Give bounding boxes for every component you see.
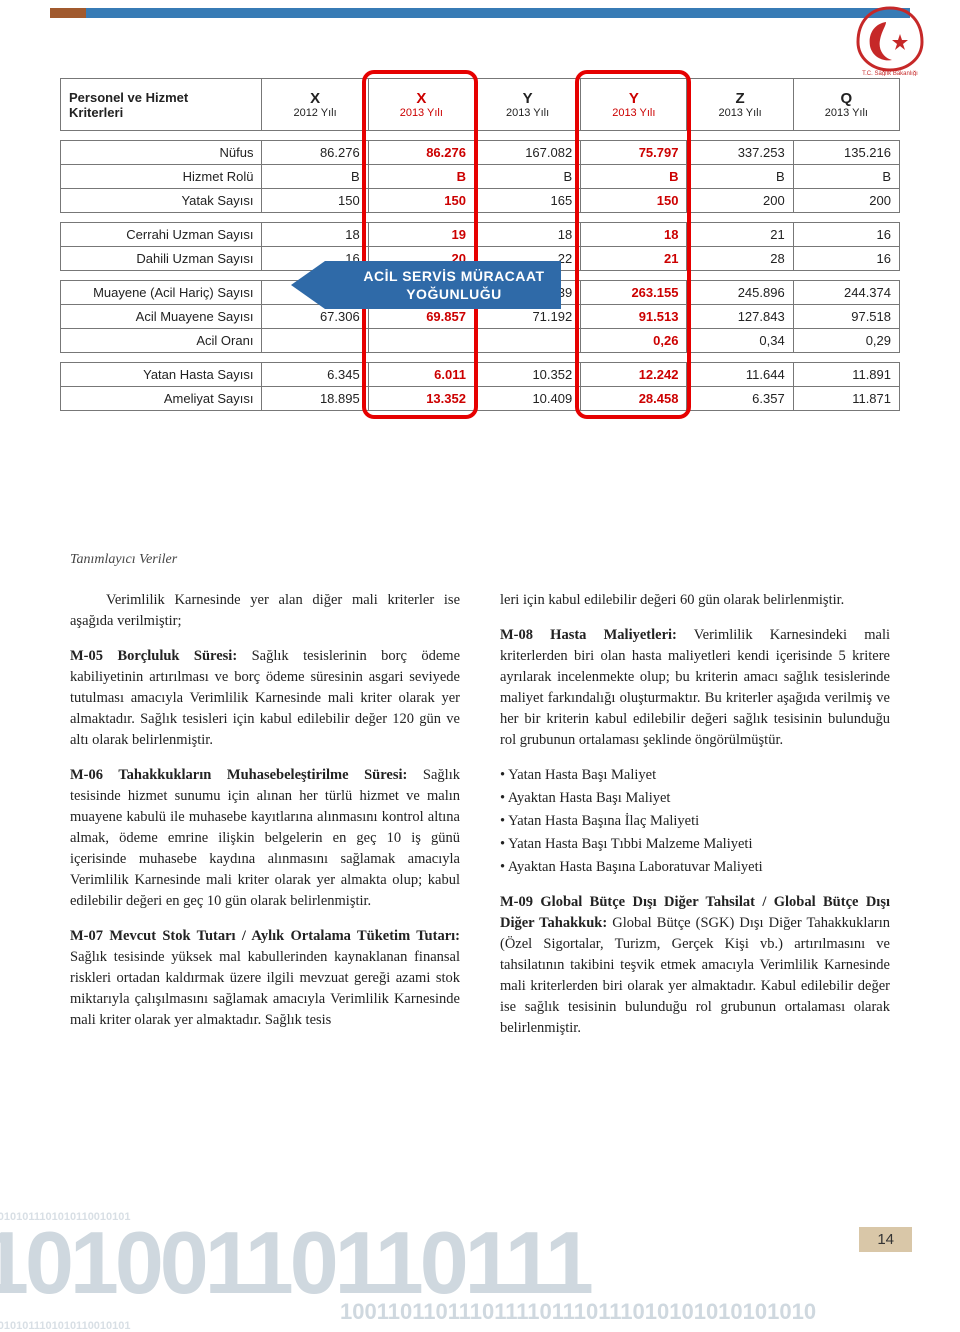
arrow-line1: ACİL SERVİS MÜRACAAT (363, 268, 544, 284)
table-header: Personel ve HizmetKriterleri (61, 79, 262, 131)
arrow-line2: YOĞUNLUĞU (406, 286, 502, 302)
m06-paragraph: M-06 Tahakkukların Muhasebeleştirilme Sü… (70, 765, 460, 912)
table-row: Cerrahi Uzman Sayısı181918182116 (61, 223, 900, 247)
list-item: Ayaktan Hasta Başı Maliyet (500, 788, 890, 809)
m09-paragraph: M-09 Global Bütçe Dışı Diğer Tahsilat / … (500, 892, 890, 1039)
left-column: Verimlilik Karnesinde yer alan diğer mal… (70, 590, 460, 1053)
top-stripe (50, 8, 910, 18)
criteria-table: Personel ve HizmetKriterleriX2012 YılıX2… (60, 78, 900, 411)
table-row: Yatan Hasta Sayısı6.3456.01110.35212.242… (61, 363, 900, 387)
table-header: Y2013 Yılı (474, 79, 580, 131)
list-item: Ayaktan Hasta Başına Laboratuvar Maliyet… (500, 857, 890, 878)
ministry-logo: T.C. Sağlık Bakanlığı (850, 2, 930, 76)
emergency-arrow-label: ACİL SERVİS MÜRACAAT YOĞUNLUĞU (325, 261, 560, 309)
m07-paragraph: M-07 Mevcut Stok Tutarı / Aylık Ortalama… (70, 926, 460, 1031)
m07-continuation: leri için kabul edilebilir değeri 60 gün… (500, 590, 890, 611)
table-header: X2012 Yılı (262, 79, 368, 131)
m08-paragraph: M-08 Hasta Maliyetleri: Verimlilik Karne… (500, 625, 890, 751)
m05-paragraph: M-05 Borçluluk Süresi: Sağlık tesislerin… (70, 646, 460, 751)
table-caption: Tanımlayıcı Veriler (70, 552, 177, 568)
page-number: 14 (859, 1227, 912, 1252)
body-text: Verimlilik Karnesinde yer alan diğer mal… (70, 590, 890, 1053)
table-row: Acil Oranı0,260,340,29 (61, 329, 900, 353)
table-header: Q2013 Yılı (793, 79, 899, 131)
intro-paragraph: Verimlilik Karnesinde yer alan diğer mal… (70, 590, 460, 632)
table-row: Ameliyat Sayısı18.89513.35210.40928.4586… (61, 387, 900, 411)
table-row: Nüfus86.27686.276167.08275.797337.253135… (61, 141, 900, 165)
svg-text:T.C. Sağlık Bakanlığı: T.C. Sağlık Bakanlığı (862, 71, 918, 76)
table-row: Hizmet RolüBBBBBB (61, 165, 900, 189)
table-header: X2013 Yılı (368, 79, 474, 131)
table-header: Z2013 Yılı (687, 79, 793, 131)
list-item: Yatan Hasta Başı Tıbbi Malzeme Maliyeti (500, 834, 890, 855)
table-row: Yatak Sayısı150150165150200200 (61, 189, 900, 213)
right-column: leri için kabul edilebilir değeri 60 gün… (500, 590, 890, 1053)
table-header: Y2013 Yılı (581, 79, 687, 131)
m08-bullet-list: Yatan Hasta Başı MaliyetAyaktan Hasta Ba… (500, 765, 890, 878)
binary-decoration: 0110101011101010110010101 10100110110111… (0, 1213, 816, 1332)
list-item: Yatan Hasta Başı Maliyet (500, 765, 890, 786)
list-item: Yatan Hasta Başına İlaç Maliyeti (500, 811, 890, 832)
